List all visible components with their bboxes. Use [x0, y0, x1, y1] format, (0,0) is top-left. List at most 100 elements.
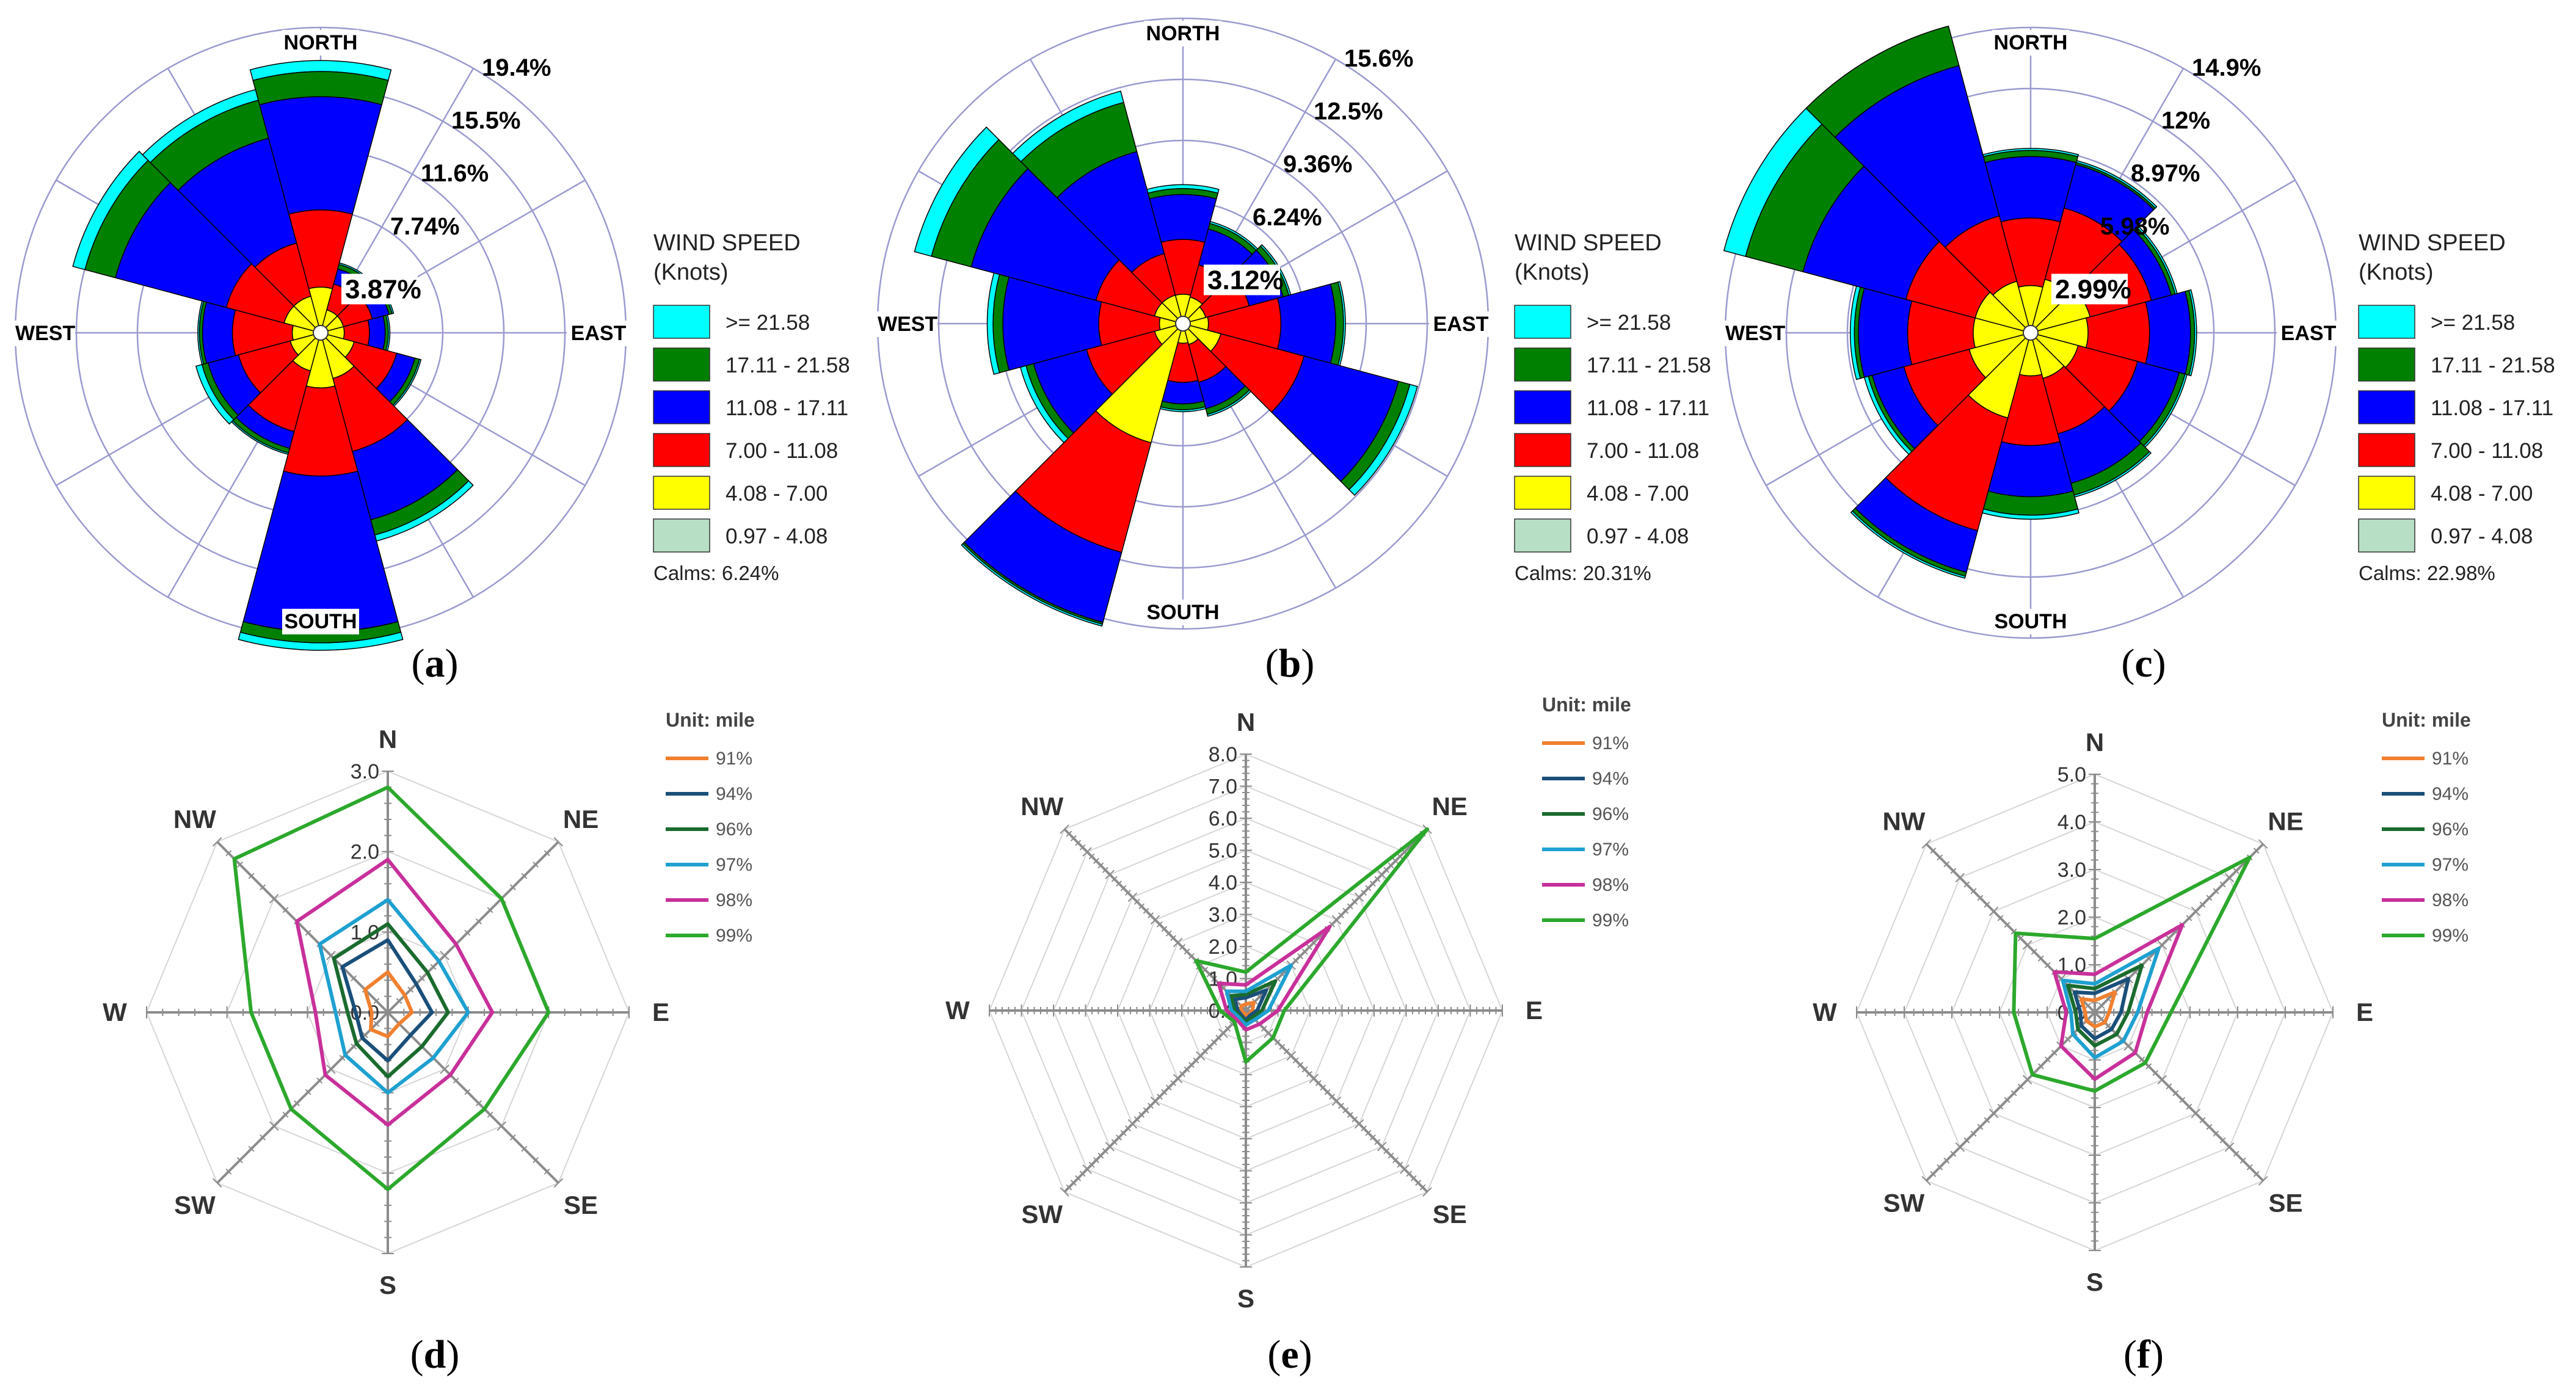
radar-axis-tick: [1133, 898, 1140, 905]
radar-series-5: [232, 785, 551, 1191]
radar-axis-tick: [2031, 948, 2037, 955]
panel-label-open: (: [2123, 1332, 2137, 1377]
radar-axis-tick: [544, 850, 550, 857]
radar-axis-tick: [1165, 930, 1172, 937]
radar-axis-tick: [1138, 1111, 1145, 1118]
ring-label: 15.6%: [1344, 45, 1413, 72]
radar-axis-tick: [1097, 862, 1104, 869]
radar-axis-tick: [2004, 1097, 2010, 1103]
direction-label-bg: [1992, 609, 2069, 634]
radar-axis-tick: [1133, 1116, 1140, 1123]
sector-6-bin-3: [1987, 441, 2074, 498]
radar-axis-label-ne: NE: [563, 805, 599, 833]
radar-axis-tick: [1422, 1187, 1432, 1197]
radar-axis-tick: [1211, 1039, 1217, 1045]
panel-label-open: (: [410, 1332, 424, 1377]
radar-axis-tick: [1150, 915, 1160, 925]
radar-axis-tick: [212, 837, 222, 847]
radar-axis-tick: [326, 951, 336, 960]
direction-label-bg: [1992, 30, 2069, 56]
radar-axis-tick: [1292, 1057, 1299, 1064]
legend-swatch: [1514, 518, 1571, 553]
windrose-legend: WIND SPEED (Knots) >= 21.58 17.11 - 21.58 11…: [2358, 230, 2555, 584]
radar-tick-label: 7.0: [1209, 775, 1237, 799]
radar-axis-tick: [2166, 1083, 2172, 1090]
panel-label: (e): [1267, 1332, 1312, 1377]
radar-axis-tick: [282, 1111, 289, 1118]
radar-axis-tick: [1170, 1080, 1177, 1086]
ring-label: 2.99%: [2055, 274, 2131, 304]
legend-swatch: [653, 390, 710, 424]
legend-swatch: [2358, 347, 2415, 382]
radar-axis-tick: [351, 1043, 357, 1050]
radar-axis-tick: [2145, 1063, 2152, 1070]
radar-axis-tick: [260, 1134, 266, 1141]
legend-label: 11.08 - 17.11: [1587, 396, 1709, 420]
direction-label-north: NORTH: [1146, 22, 1220, 45]
radar-axis-tick: [1079, 844, 1086, 851]
radar-axis-tick: [1984, 1117, 1990, 1124]
legend-swatch: [1514, 390, 1571, 424]
radar-axis-tick: [1292, 957, 1299, 964]
radar-axis-tick: [553, 1178, 564, 1188]
radar-axis-tick: [362, 1032, 368, 1039]
ring-label: 14.9%: [2192, 54, 2261, 81]
radar-axis-tick: [1997, 1103, 2004, 1110]
legend-subtitle: (Knots): [653, 260, 728, 285]
legend-label: 99%: [1592, 910, 1629, 931]
radar-axis: [216, 1011, 389, 1184]
legend-label: 97%: [2432, 855, 2469, 875]
legend-label: 11.08 - 17.11: [2431, 396, 2553, 420]
radar-axis-tick: [1943, 1157, 1950, 1164]
radar-axis-tick: [1148, 1102, 1154, 1109]
panel-label-letter: a: [425, 641, 445, 686]
direction-label-north: NORTH: [284, 31, 358, 54]
radar-axis-tick: [1352, 1116, 1358, 1123]
radar-axis-label-nw: NW: [173, 805, 216, 833]
panel-label-close: ): [446, 1332, 459, 1377]
radar-axis-tick: [1301, 948, 1308, 955]
radar-axis-tick: [1161, 1089, 1168, 1095]
radar-series-5: [1194, 827, 1429, 1064]
direction-label-east: EAST: [2281, 322, 2337, 345]
legend-title: WIND SPEED: [2359, 230, 2506, 256]
radar-series-5: [2012, 855, 2252, 1093]
radar-axis: [216, 841, 389, 1014]
radar-axis-tick: [1329, 1094, 1336, 1100]
radar-axis-tick: [1143, 1107, 1149, 1114]
radar-axis-tick: [1088, 1161, 1095, 1168]
legend-label: >= 21.58: [1587, 311, 1671, 335]
radar-axis-tick: [1279, 1044, 1286, 1050]
radar-axis-tick: [2105, 1023, 2112, 1029]
radar-axis-tick: [1120, 885, 1127, 891]
radar-axis-tick: [2258, 839, 2268, 849]
radar-legend: Unit: mile 91% 94% 96% 97% 98% 99%: [666, 709, 755, 946]
legend-swatch: [1514, 305, 1571, 339]
center-dot: [2023, 325, 2039, 341]
direction-label-west: WEST: [15, 322, 75, 345]
radar-axis-tick: [1388, 862, 1394, 869]
radar-axis-tick: [282, 907, 289, 913]
radar-axis-tick: [1111, 876, 1118, 882]
radar-axis-tick: [1116, 880, 1122, 887]
ring-label: 3.87%: [345, 274, 421, 304]
radar-axis-tick: [2213, 888, 2219, 895]
radar-axis-tick: [2219, 1137, 2226, 1144]
panel-label-letter: b: [1279, 641, 1301, 686]
radar-axis-tick: [2191, 1108, 2201, 1119]
radar-axis-tick: [1921, 1175, 1932, 1186]
legend-label: 98%: [716, 890, 752, 910]
radar-axis-tick: [316, 1077, 323, 1084]
radar-axis-tick: [1283, 1048, 1290, 1055]
radar-axis-tick: [1188, 953, 1195, 959]
radar-axis-tick: [2253, 848, 2260, 854]
radar-axis-tick: [1337, 912, 1344, 919]
radar-axis-tick: [236, 1157, 243, 1164]
legend-title: Unit: mile: [1542, 694, 1631, 716]
radar-axis-tick: [1400, 1164, 1410, 1174]
radar-axis-tick: [1930, 848, 1937, 854]
legend-swatch: [653, 305, 710, 339]
radar-series-3: [318, 898, 470, 1095]
radar-axis-tick: [544, 1168, 550, 1175]
windrose-0: 3.87% 7.74% 11.6% 15.5% 19.4% NORTH EAST SOUTH W…: [12, 26, 850, 651]
